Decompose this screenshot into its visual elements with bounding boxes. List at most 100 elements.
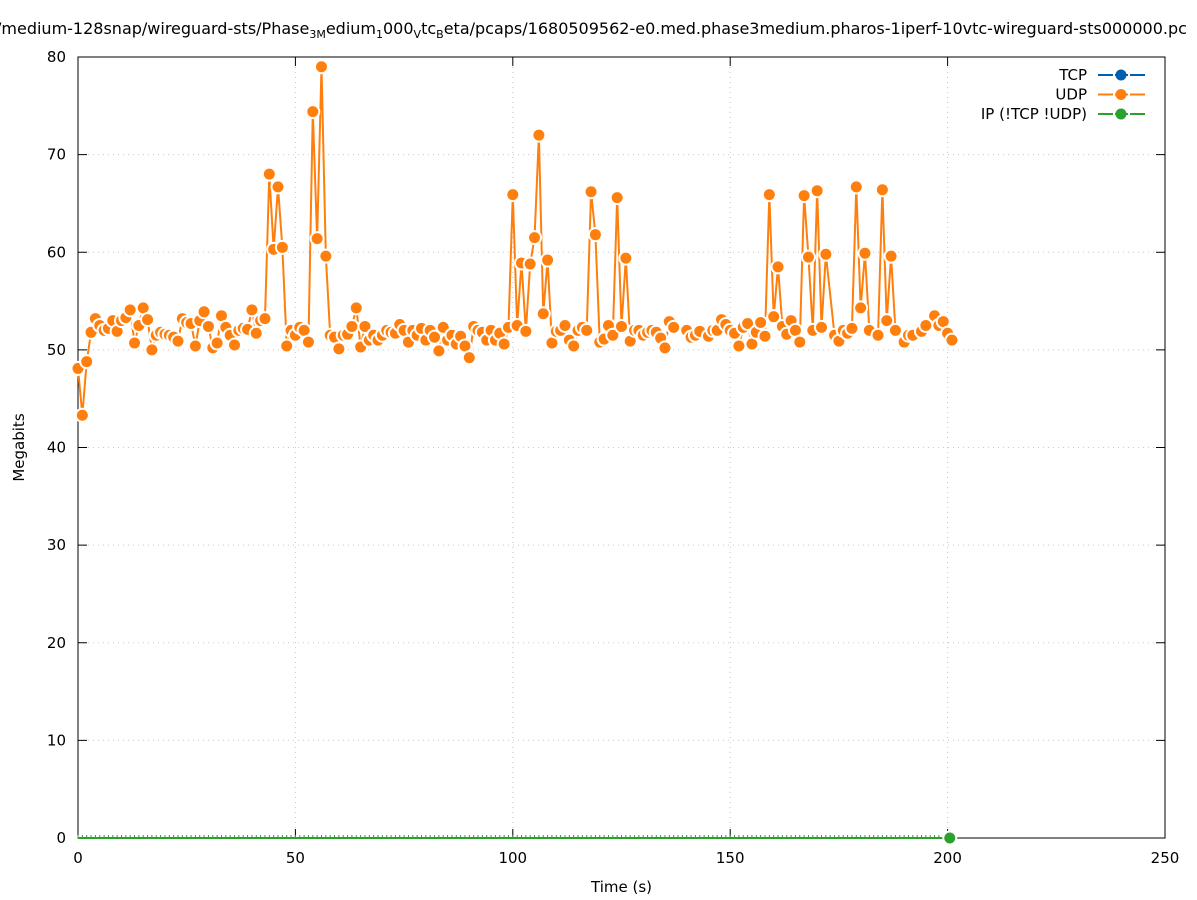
data-point [918,317,934,333]
data-point [227,337,243,353]
data-point [270,179,286,195]
data-point [300,334,316,350]
data-point [609,190,625,206]
data-point-marker [846,322,858,334]
data-point [818,246,834,262]
data-point-marker [498,338,510,350]
data-point-marker [246,304,258,316]
y-axis-label: Megabits [10,413,28,481]
data-point-marker [311,233,323,245]
data-point-marker [433,345,445,357]
series-line-udp [77,66,953,416]
data-point [657,340,673,356]
data-point [296,322,312,338]
legend-label-tcp: TCP [1058,66,1087,84]
data-point [305,104,321,120]
data-point [200,318,216,334]
data-point [531,127,547,143]
data-point-marker [307,106,319,118]
data-point [587,227,603,243]
data-point [74,407,90,423]
data-point [618,250,634,266]
data-point [935,314,951,330]
data-point [127,335,143,351]
y-tick-label: 20 [47,634,66,652]
data-point-marker [263,168,275,180]
data-point [431,343,447,359]
data-point-marker [889,324,901,336]
data-point [844,320,860,336]
data-point-marker [350,302,362,314]
data-point [209,335,225,351]
data-point [731,338,747,354]
legend-marker-tcp [1115,69,1127,81]
legend-label-ip-tcp-udp: IP (!TCP !UDP) [981,105,1087,123]
data-point [666,319,682,335]
data-point-marker [820,248,832,260]
data-point-marker [189,340,201,352]
data-point-marker [668,321,680,333]
data-point-marker [459,340,471,352]
data-point [309,231,325,247]
y-tick-label: 60 [47,243,66,261]
data-point [461,350,477,366]
data-point-marker [624,335,636,347]
y-tick-label: 0 [56,829,66,847]
data-point-marker [546,337,558,349]
y-tick-label: 40 [47,439,66,457]
data-point-marker [833,335,845,347]
data-point-marker [885,250,897,262]
data-point [279,338,295,354]
data-point-marker [789,324,801,336]
data-point [505,187,521,203]
data-point [318,248,334,264]
data-point-marker [129,337,141,349]
data-point-marker [559,319,571,331]
data-point-marker [768,311,780,323]
data-point [942,830,958,846]
data-point [348,300,364,316]
legend-label-udp: UDP [1055,86,1087,104]
legend-marker-udp [1115,89,1127,100]
y-tick-label: 30 [47,536,66,554]
x-tick-label: 0 [73,849,83,867]
data-point-marker [124,304,136,316]
data-point [787,322,803,338]
data-point-marker [76,409,88,421]
data-point-marker [755,317,767,329]
data-point [766,309,782,325]
data-point-marker [816,321,828,333]
data-point-marker [298,324,310,336]
data-point [800,249,816,265]
data-point [79,354,95,370]
data-point-marker [794,336,806,348]
data-point [257,311,273,327]
y-tick-label: 80 [47,48,66,66]
data-point [796,188,812,204]
y-tick-label: 10 [47,731,66,749]
data-point [557,317,573,333]
data-point [170,333,186,349]
data-point-marker [259,313,271,325]
title-segment: V [413,28,422,41]
data-point [583,184,599,200]
x-tick-label: 100 [498,849,527,867]
data-point-marker [798,190,810,202]
data-point-marker [944,832,956,844]
data-point-marker [172,335,184,347]
data-point-marker [876,184,888,196]
data-point-marker [872,329,884,341]
x-tick-label: 50 [286,849,305,867]
data-point [944,332,960,348]
data-point-marker [568,340,580,352]
data-point [887,322,903,338]
data-point-marker [881,315,893,327]
data-point [770,259,786,275]
data-point-marker [581,324,593,336]
data-point-marker [589,229,601,241]
data-point [457,338,473,354]
data-point-marker [616,320,627,332]
y-tick-label: 70 [47,146,66,164]
data-point-marker [359,320,371,332]
data-point [518,323,534,339]
